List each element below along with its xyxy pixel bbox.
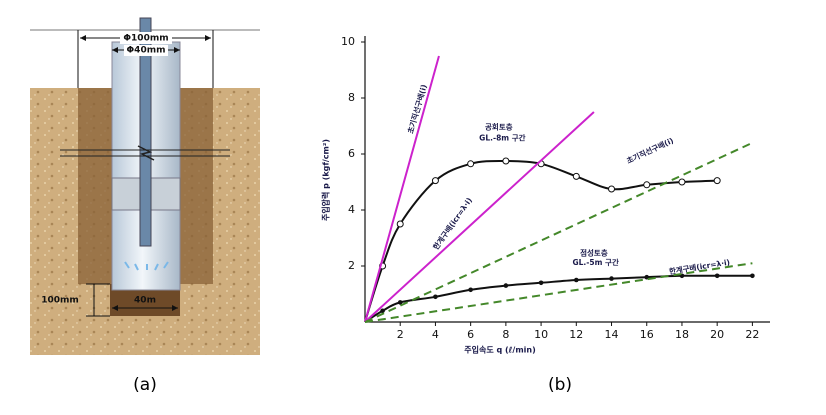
chart: (b) 주입속도 q (ℓ/min) 주입압력 p (kgf/cm²) 2 4 6 8… [321, 35, 770, 395]
panel-label: (a) [133, 375, 157, 395]
panel-label: (b) [548, 375, 572, 395]
annotation: 점성토층 [580, 247, 608, 257]
marker [397, 300, 403, 305]
marker [572, 172, 580, 180]
y-tick-label: 2 [348, 259, 355, 272]
series-line [364, 111, 595, 323]
marker [750, 273, 755, 279]
annotation: 공회토층 [485, 121, 513, 131]
x-tick-label: 22 [745, 328, 759, 341]
x-tick-label: 16 [640, 328, 654, 341]
series-line [364, 274, 753, 323]
marker [608, 185, 616, 193]
marker [431, 177, 439, 185]
x-tick-label: 6 [467, 328, 474, 341]
x-tick-label: 4 [432, 328, 439, 341]
marker [503, 283, 509, 288]
marker [396, 220, 404, 228]
x-tick-label: 8 [502, 328, 509, 341]
marker [538, 280, 544, 286]
bottom-width: 40m [134, 296, 156, 306]
outer-diameter: Φ100mm [123, 34, 168, 44]
marker [502, 157, 510, 165]
x-tick-label: 2 [397, 328, 404, 341]
annotation: 한계구배(icr=λ·i) [668, 257, 730, 277]
inner-diameter: Φ40mm [127, 46, 166, 56]
diagram: Φ100mm Φ40mm 100mm 40m (a) [30, 17, 260, 395]
depth: 100mm [41, 296, 79, 306]
pipe [139, 17, 152, 247]
outflow [124, 261, 169, 271]
x-tick-label: 10 [534, 328, 548, 341]
series-line [364, 141, 753, 323]
y-tick-label: 8 [348, 91, 355, 104]
marker [609, 276, 614, 281]
series-line [364, 262, 753, 323]
marker [433, 294, 438, 300]
x-tick-label: 18 [675, 328, 689, 341]
annotation: 초기직선구배(i) [625, 135, 675, 166]
x-tick-label: 14 [605, 328, 619, 341]
series-line [364, 55, 440, 323]
x-axis-label: 주입속도 q (ℓ/min) [464, 345, 536, 355]
y-tick-label: 10 [341, 35, 355, 48]
label-bg [120, 32, 172, 44]
marker [380, 308, 385, 314]
marker [574, 277, 579, 283]
marker [678, 178, 686, 186]
label-bg [124, 45, 168, 56]
marker [714, 273, 720, 279]
marker [713, 177, 721, 185]
x-tick-label: 20 [710, 328, 724, 341]
break-mark [137, 145, 155, 161]
marker [643, 181, 651, 189]
y-tick-label: 4 [348, 203, 355, 216]
y-axis-label: 주입압력 p (kgf/cm²) [321, 139, 331, 221]
marker [468, 287, 473, 293]
x-tick-label: 12 [569, 328, 583, 341]
annotation: GL.-5m 구간 [573, 257, 619, 267]
annotation: GL.-8m 구간 [479, 133, 525, 143]
marker [467, 160, 475, 168]
y-tick-label: 6 [348, 147, 355, 160]
